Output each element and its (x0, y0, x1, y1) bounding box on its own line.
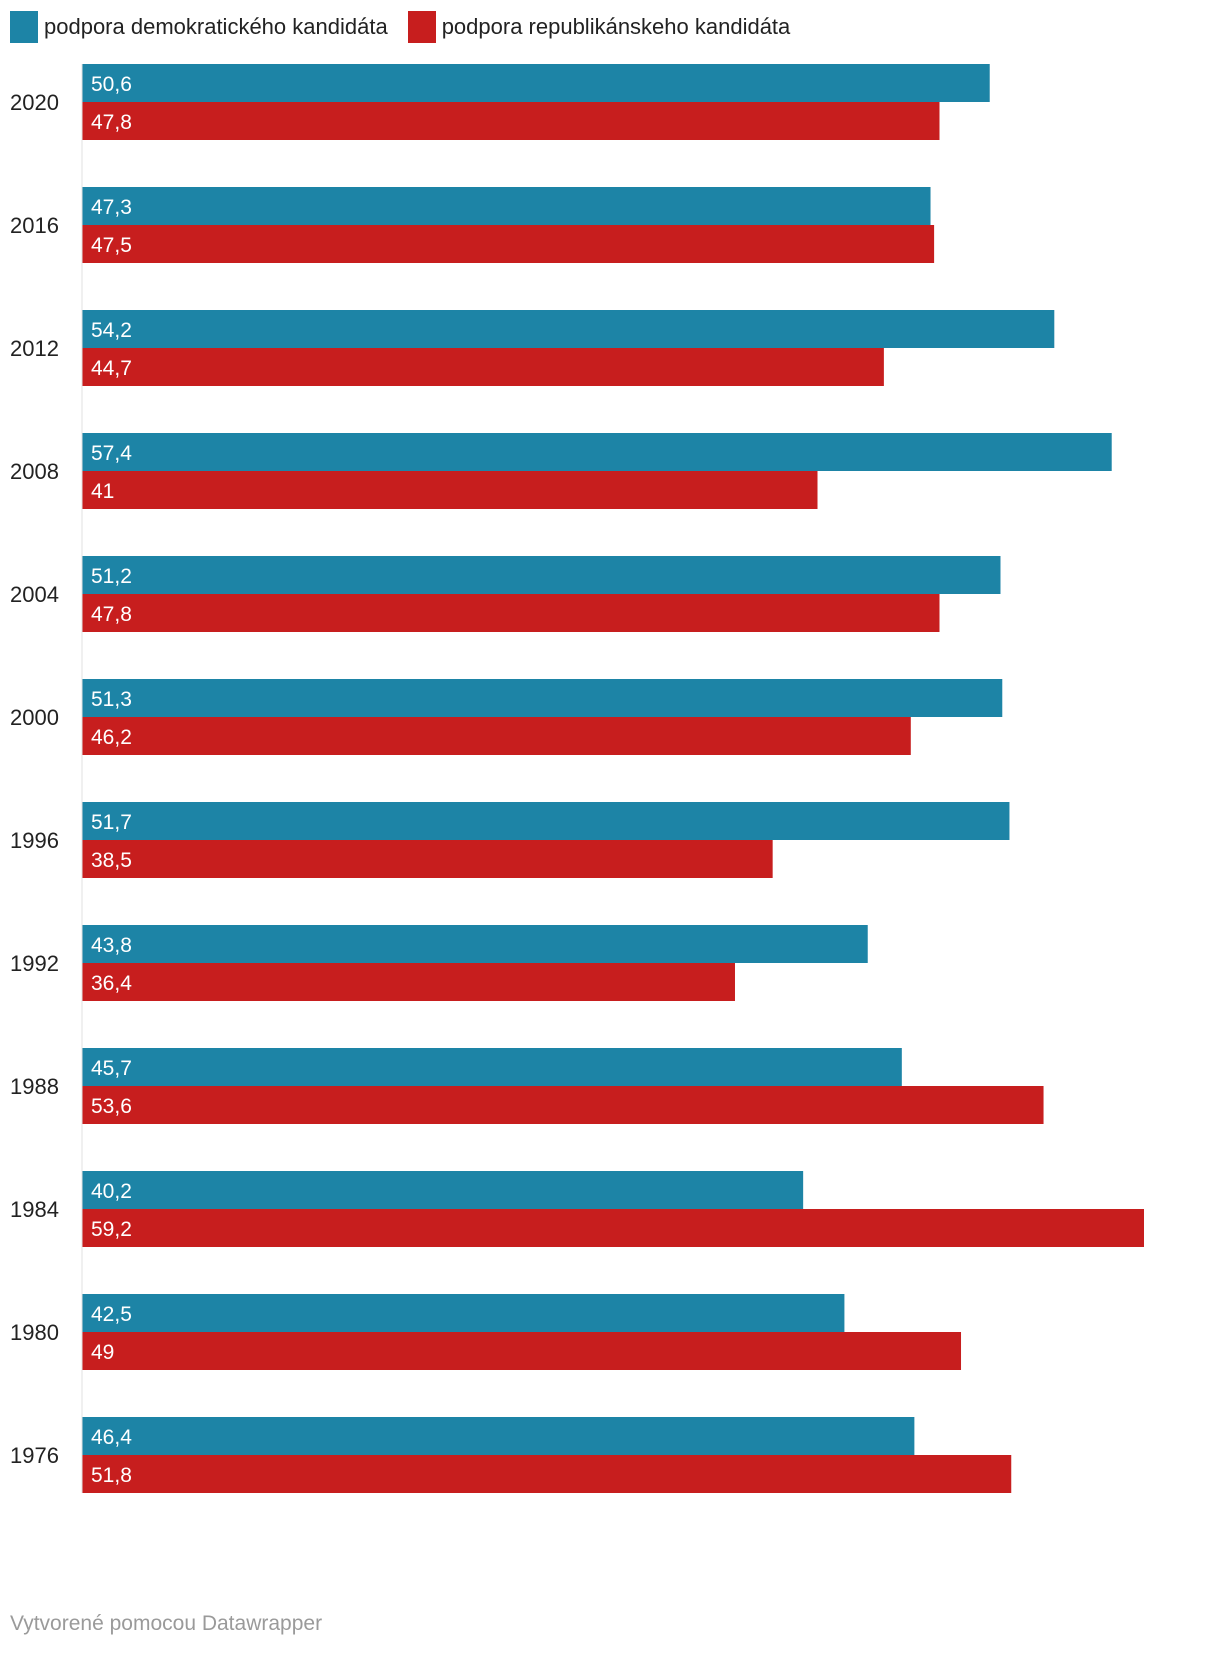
bar-democratic[interactable] (82, 1417, 915, 1455)
value-label-republican: 36,4 (91, 972, 132, 995)
category-label: 1984 (10, 1197, 59, 1222)
bar-republican[interactable] (82, 717, 911, 755)
value-label-republican: 59,2 (91, 1218, 132, 1241)
bar-republican[interactable] (82, 1086, 1044, 1124)
legend: podpora demokratického kandidáta podpora… (10, 10, 810, 44)
category-label: 1992 (10, 951, 59, 976)
bar-republican[interactable] (82, 963, 735, 1001)
category-label: 2008 (10, 459, 59, 484)
value-label-republican: 44,7 (91, 357, 132, 380)
bar-republican[interactable] (82, 471, 818, 509)
value-label-democratic: 46,4 (91, 1426, 132, 1449)
bar-republican[interactable] (82, 1332, 962, 1370)
value-label-republican: 47,8 (91, 603, 132, 626)
category-label: 1980 (10, 1320, 59, 1345)
bar-republican[interactable] (82, 1209, 1144, 1247)
category-label: 1976 (10, 1443, 59, 1468)
bar-democratic[interactable] (82, 925, 868, 963)
category-label: 1988 (10, 1074, 59, 1099)
category-label: 2020 (10, 90, 59, 115)
bar-democratic[interactable] (82, 1048, 902, 1086)
value-label-republican: 46,2 (91, 726, 132, 749)
bar-republican[interactable] (82, 348, 884, 386)
value-label-republican: 38,5 (91, 849, 132, 872)
value-label-republican: 53,6 (91, 1095, 132, 1118)
value-label-democratic: 51,7 (91, 811, 132, 834)
bar-chart: 2020 50,6 47,8 2016 47,3 47,5 2012 54,2 44,7 2008… (10, 64, 1144, 1493)
bar-democratic[interactable] (82, 1294, 845, 1332)
value-label-democratic: 57,4 (91, 442, 132, 465)
legend-swatch-republican (407, 11, 436, 43)
value-label-democratic: 43,8 (91, 934, 132, 957)
value-label-democratic: 51,2 (91, 565, 132, 588)
value-label-republican: 47,5 (91, 234, 132, 257)
bar-democratic[interactable] (82, 187, 931, 225)
value-label-democratic: 47,3 (91, 196, 132, 219)
category-label: 2016 (10, 213, 59, 238)
legend-item-democratic: podpora demokratického kandidáta (10, 11, 388, 43)
category-label: 2004 (10, 582, 59, 607)
bar-republican[interactable] (82, 1455, 1012, 1493)
value-label-democratic: 40,2 (91, 1180, 132, 1203)
bar-republican[interactable] (82, 225, 935, 263)
legend-label-democratic: podpora demokratického kandidáta (44, 14, 388, 39)
legend-label-republican: podpora republikánskeho kandidáta (441, 14, 791, 39)
value-label-republican: 49 (91, 1341, 114, 1364)
legend-swatch-democratic (10, 11, 38, 43)
footer-credit[interactable]: Vytvorené pomocou Datawrapper (10, 1612, 323, 1635)
bar-republican[interactable] (82, 102, 940, 140)
bar-democratic[interactable] (82, 1171, 804, 1209)
category-label: 2000 (10, 705, 59, 730)
bar-democratic[interactable] (82, 310, 1055, 348)
value-label-democratic: 51,3 (91, 688, 132, 711)
category-label: 1996 (10, 828, 59, 853)
value-label-republican: 41 (91, 480, 114, 503)
bar-republican[interactable] (82, 840, 773, 878)
value-label-democratic: 54,2 (91, 319, 132, 342)
value-label-democratic: 45,7 (91, 1057, 132, 1080)
category-label: 2012 (10, 336, 59, 361)
bar-republican[interactable] (82, 594, 940, 632)
value-label-republican: 51,8 (91, 1464, 132, 1487)
value-label-democratic: 50,6 (91, 73, 132, 96)
value-label-democratic: 42,5 (91, 1303, 132, 1326)
bar-democratic[interactable] (82, 679, 1003, 717)
bar-democratic[interactable] (82, 64, 990, 102)
legend-item-republican: podpora republikánskeho kandidáta (407, 11, 791, 43)
bar-democratic[interactable] (82, 433, 1112, 471)
value-label-republican: 47,8 (91, 111, 132, 134)
bar-democratic[interactable] (82, 556, 1001, 594)
bar-democratic[interactable] (82, 802, 1010, 840)
